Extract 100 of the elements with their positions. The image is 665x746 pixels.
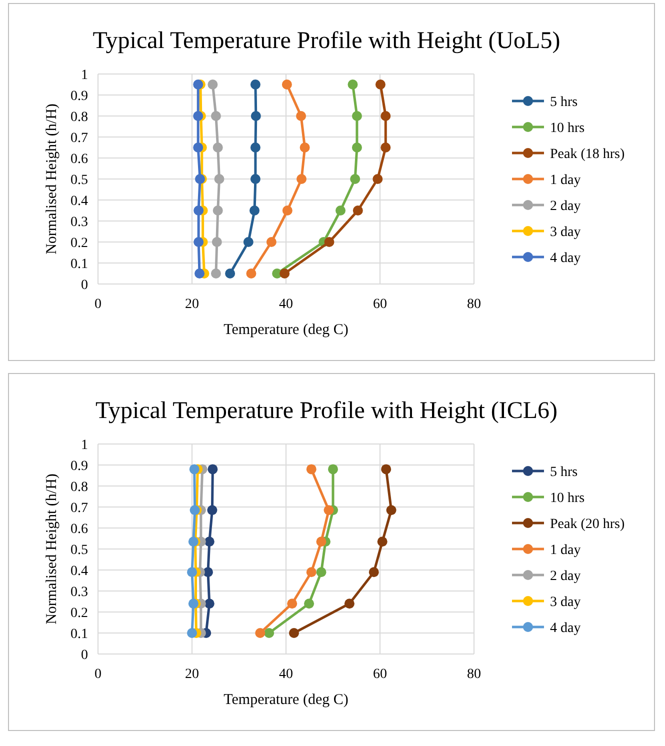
y-tick-label: 0.8 (70, 110, 88, 125)
point (246, 268, 256, 278)
point (306, 464, 316, 474)
y-tick-label: 0.1 (70, 626, 88, 642)
point (372, 174, 383, 184)
x-tick-label: 80 (467, 297, 481, 312)
point (336, 206, 346, 216)
point (324, 505, 334, 516)
point (288, 628, 299, 638)
point (193, 142, 204, 152)
point (210, 268, 221, 278)
point (250, 111, 261, 121)
y-tick-label: 0.4 (70, 564, 88, 579)
point (193, 111, 204, 121)
point (243, 237, 254, 247)
point (255, 628, 266, 638)
y-tick-label: 1 (81, 68, 88, 83)
y-tick-label: 0.5 (70, 172, 88, 188)
legend-label: 5 hrs (550, 464, 578, 480)
point (204, 536, 214, 547)
point (348, 80, 358, 90)
y-tick-label: 0.9 (70, 88, 88, 104)
point (300, 142, 310, 152)
y-tick-label: 0.7 (70, 500, 88, 516)
point (212, 206, 223, 216)
point (352, 111, 362, 121)
point (316, 567, 326, 578)
point (208, 464, 218, 474)
point (280, 268, 290, 278)
point (296, 174, 307, 184)
y-tick-label: 0.5 (70, 542, 88, 558)
point (194, 268, 205, 278)
point (187, 628, 197, 638)
y-tick-label: 0.9 (70, 458, 88, 474)
point (194, 237, 204, 247)
point (316, 536, 326, 547)
point (296, 111, 306, 121)
point (204, 598, 214, 609)
point (188, 598, 198, 609)
legend-label: 1 day (550, 172, 581, 188)
y-tick-label: 0.2 (70, 606, 88, 621)
point (380, 142, 391, 152)
point (266, 237, 276, 247)
point (264, 628, 274, 638)
point (306, 567, 316, 578)
legend-label: 1 day (550, 542, 581, 558)
point (208, 80, 218, 90)
point (380, 111, 391, 121)
point (352, 206, 363, 216)
x-axis-title: Temperature (deg C) (224, 692, 348, 708)
legend-label: Peak (18 hrs) (550, 146, 625, 162)
y-tick-label: 1 (81, 438, 88, 453)
point (386, 505, 396, 516)
y-tick-label: 0.2 (70, 236, 88, 251)
legend-label: Peak (20 hrs) (550, 516, 625, 532)
y-tick-label: 0 (81, 278, 88, 293)
legend-label: 10 hrs (550, 120, 585, 136)
point (250, 174, 260, 184)
x-tick-label: 0 (94, 297, 102, 312)
point (352, 142, 362, 152)
point (250, 80, 260, 90)
point (368, 567, 379, 578)
point (194, 206, 204, 216)
point (282, 206, 292, 216)
legend-label: 3 day (550, 594, 581, 610)
point (189, 464, 200, 474)
y-tick-label: 0.4 (70, 194, 88, 209)
point (225, 268, 236, 278)
x-tick-label: 0 (94, 667, 102, 682)
legend-label: 10 hrs (550, 490, 585, 506)
point (344, 598, 354, 609)
point (207, 505, 218, 516)
x-tick-label: 20 (185, 297, 199, 312)
chart-title: Typical Temperature Profile with Height (UoL5) (92, 28, 560, 54)
x-tick-label: 80 (467, 667, 481, 682)
y-tick-label: 0.1 (70, 256, 88, 272)
y-tick-label: 0.3 (70, 584, 88, 600)
point (214, 174, 224, 184)
legend-label: 2 day (550, 198, 581, 214)
x-tick-label: 60 (373, 667, 387, 682)
legend-label: 2 day (550, 568, 581, 584)
point (187, 567, 197, 578)
legend-label: 4 day (550, 250, 581, 266)
y-tick-label: 0.6 (70, 522, 88, 537)
point (282, 80, 292, 90)
point (212, 142, 223, 152)
y-tick-label: 0.7 (70, 130, 88, 146)
chart-title: Typical Temperature Profile with Height (ICL6) (95, 398, 558, 424)
point (328, 464, 338, 474)
point (210, 111, 221, 121)
legend-label: 4 day (550, 620, 581, 636)
point (381, 464, 392, 474)
point (287, 598, 298, 609)
legend-label: 5 hrs (550, 94, 578, 110)
point (250, 206, 260, 216)
x-tick-label: 20 (185, 667, 199, 682)
x-tick-label: 40 (279, 667, 293, 682)
point (250, 142, 260, 152)
point (304, 598, 314, 609)
point (375, 80, 386, 90)
